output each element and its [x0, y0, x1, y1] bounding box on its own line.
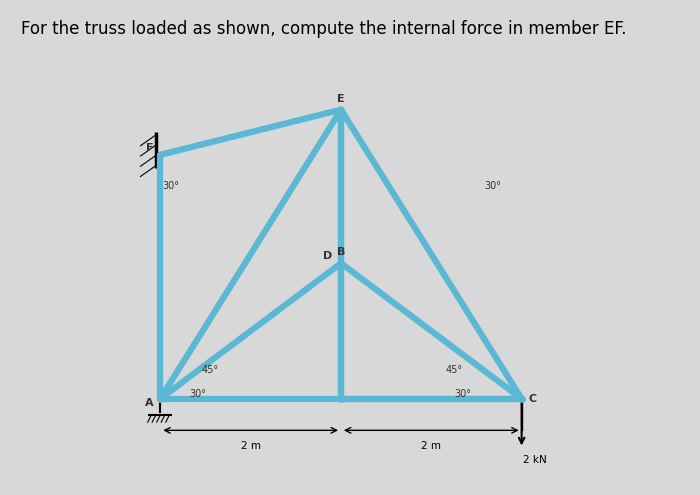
Text: 30°: 30°: [454, 389, 471, 399]
Text: 30°: 30°: [190, 389, 206, 399]
Text: A: A: [145, 398, 154, 408]
Text: 45°: 45°: [445, 365, 463, 375]
Text: For the truss loaded as shown, compute the internal force in member EF.: For the truss loaded as shown, compute t…: [21, 20, 626, 38]
Text: 45°: 45°: [202, 365, 218, 375]
Text: D: D: [323, 251, 332, 261]
Text: E: E: [337, 94, 345, 104]
Text: 30°: 30°: [484, 182, 501, 192]
Text: B: B: [337, 248, 345, 257]
Text: 30°: 30°: [162, 182, 180, 192]
Text: F: F: [146, 143, 153, 152]
Text: 2 m: 2 m: [421, 441, 441, 450]
Text: 2 kN: 2 kN: [524, 455, 547, 465]
Text: 2 m: 2 m: [241, 441, 260, 450]
Text: C: C: [528, 394, 536, 404]
